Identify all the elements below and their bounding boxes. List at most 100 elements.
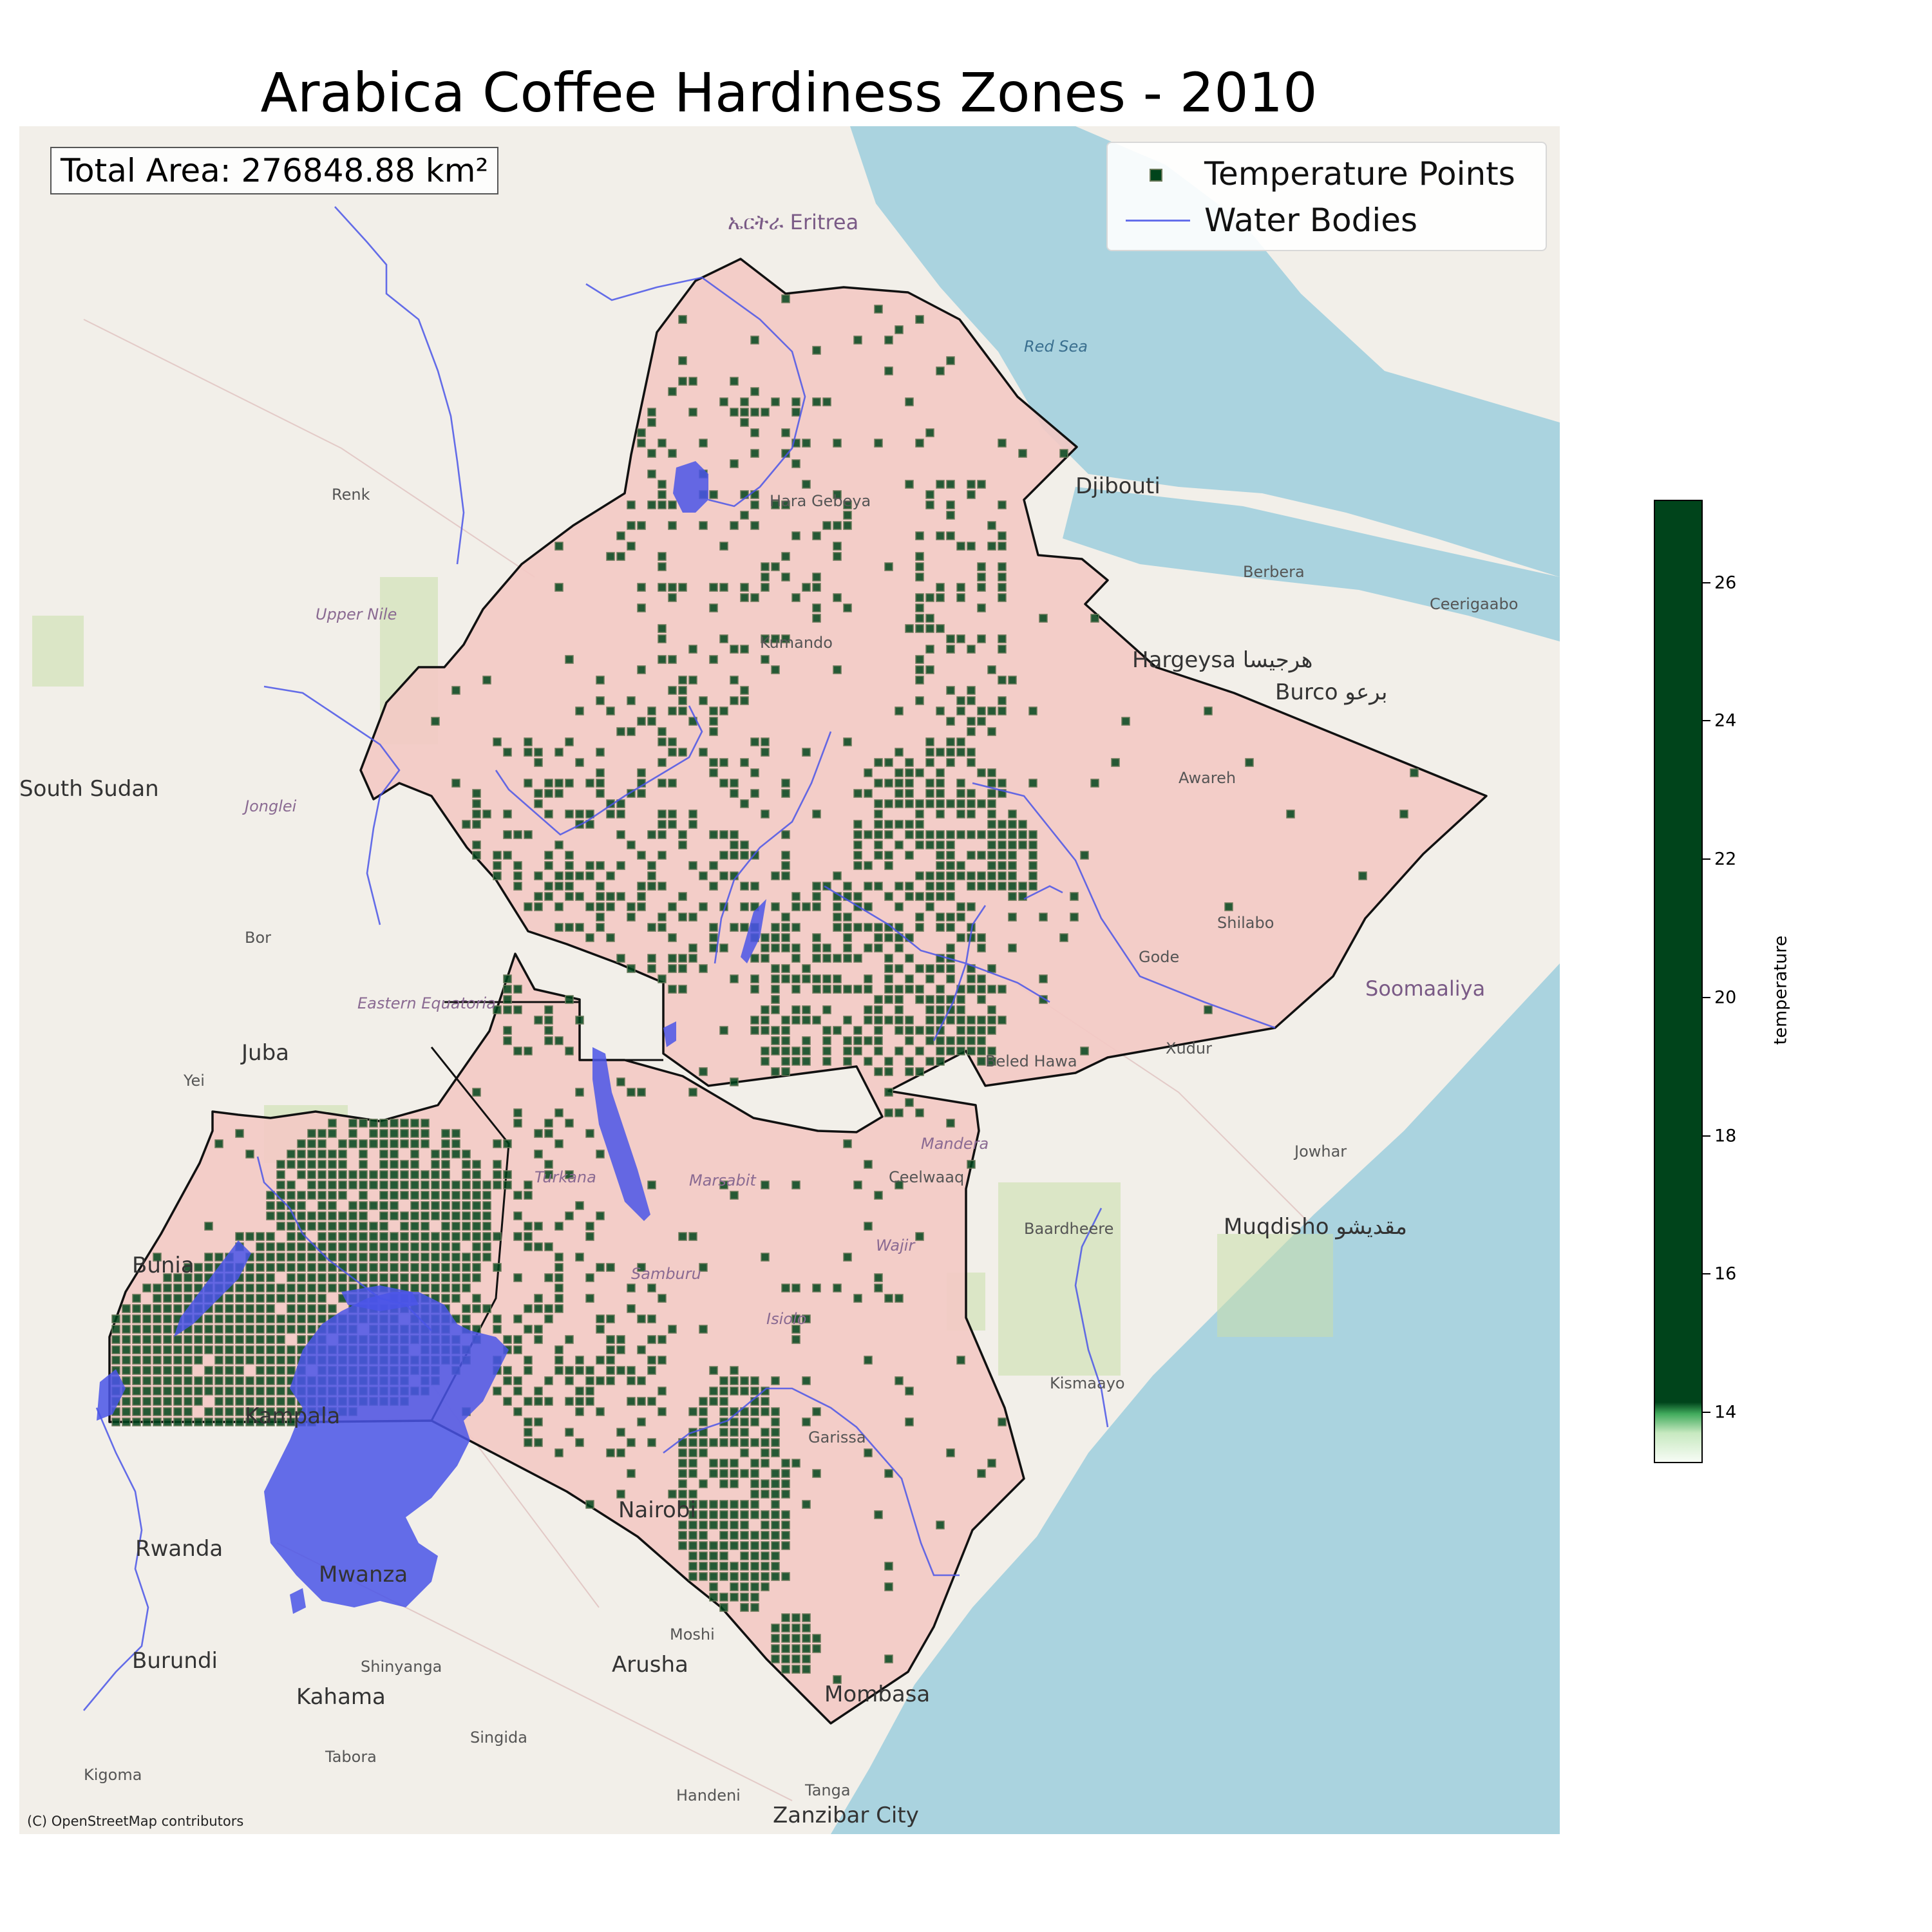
temperature-point [822,954,831,963]
temperature-point [802,964,811,973]
temperature-point [936,882,945,891]
temperature-point [967,851,976,860]
temperature-point [987,871,996,880]
temperature-point [730,408,739,417]
temperature-point [658,923,667,932]
temperature-point [513,985,522,994]
temperature-point [833,1675,842,1684]
temperature-point [369,1253,378,1262]
colorbar-tick-label: 16 [1714,1264,1737,1284]
temperature-point [554,1222,564,1231]
temperature-point [791,985,800,994]
temperature-point [575,1088,584,1097]
temperature-point [791,1654,800,1663]
temperature-point [884,820,893,829]
temperature-point [812,933,821,942]
temperature-point [627,1283,636,1293]
temperature-point [1018,820,1027,829]
temperature-point [472,1263,481,1272]
temperature-point [750,1469,759,1478]
svg-text:Beled Hawa: Beled Hawa [985,1052,1077,1070]
temperature-point [967,799,976,808]
temperature-point [348,1263,357,1272]
temperature-point [678,913,687,922]
temperature-point [967,748,976,757]
svg-text:Jowhar: Jowhar [1293,1142,1347,1160]
lake-abaya [663,1021,676,1047]
temperature-point [967,789,976,798]
temperature-point [647,1366,656,1375]
temperature-point [565,1428,574,1437]
temperature-point [472,1222,481,1231]
svg-text:Jonglei: Jonglei [242,797,297,815]
temperature-point [761,1016,770,1025]
temperature-point [379,1222,388,1231]
temperature-point [781,1469,790,1478]
temperature-point [431,1283,440,1293]
legend-entry-water: Water Bodies [1121,201,1417,240]
temperature-point [967,871,976,880]
temperature-point [554,1356,564,1365]
temperature-point [153,1356,162,1365]
temperature-point [936,748,945,757]
temperature-point [400,1211,409,1220]
temperature-point [153,1417,162,1426]
temperature-point [142,1356,151,1365]
temperature-point [750,1541,759,1550]
temperature-point [925,789,934,798]
temperature-point [1286,810,1295,819]
temperature-point [864,902,873,911]
temperature-point [678,1541,687,1550]
temperature-point [699,1562,708,1571]
temperature-point [1028,861,1037,870]
temperature-point [740,511,749,520]
temperature-point [616,531,625,540]
temperature-point [472,810,481,819]
temperature-point [730,1593,739,1602]
temperature-point [647,1438,656,1447]
temperature-point [472,1170,481,1179]
temperature-point [338,1180,347,1189]
temperature-point [287,1283,296,1293]
temperature-point [524,1191,533,1200]
temperature-point [544,861,553,870]
temperature-point [472,840,481,849]
temperature-point [668,985,677,994]
temperature-point [554,1108,564,1117]
temperature-point [513,871,522,880]
temperature-point [761,583,770,592]
temperature-point [235,1397,244,1406]
map-canvas[interactable]: ኤርትራ Eritrea Djibouti South Sudan Juba H… [19,126,1560,1834]
temperature-point [122,1356,131,1365]
temperature-point [472,851,481,860]
temperature-point [451,1232,460,1241]
temperature-point [750,1490,759,1499]
temperature-point [812,974,821,983]
temperature-point [668,902,677,911]
temperature-point [554,1448,564,1457]
temperature-point [524,1356,533,1365]
temperature-point [462,820,471,829]
temperature-point [925,624,934,633]
temperature-point [956,542,965,551]
temperature-point [977,851,986,860]
temperature-point [719,1479,728,1488]
temperature-point [730,521,739,530]
temperature-point [781,1665,790,1674]
temperature-point [895,748,904,757]
temperature-point [431,1242,440,1251]
temperature-point [379,1273,388,1282]
temperature-point [771,634,780,643]
temperature-point [266,1273,275,1282]
svg-text:Renk: Renk [332,486,370,504]
temperature-point [936,964,945,973]
temperature-point [864,861,873,870]
temperature-point [647,1314,656,1323]
temperature-point [647,500,656,509]
temperature-point [534,1335,543,1344]
temperature-point [688,408,697,417]
svg-text:Bor: Bor [245,929,271,947]
temperature-point [946,531,955,540]
temperature-point [400,1160,409,1169]
temperature-point [761,562,770,571]
